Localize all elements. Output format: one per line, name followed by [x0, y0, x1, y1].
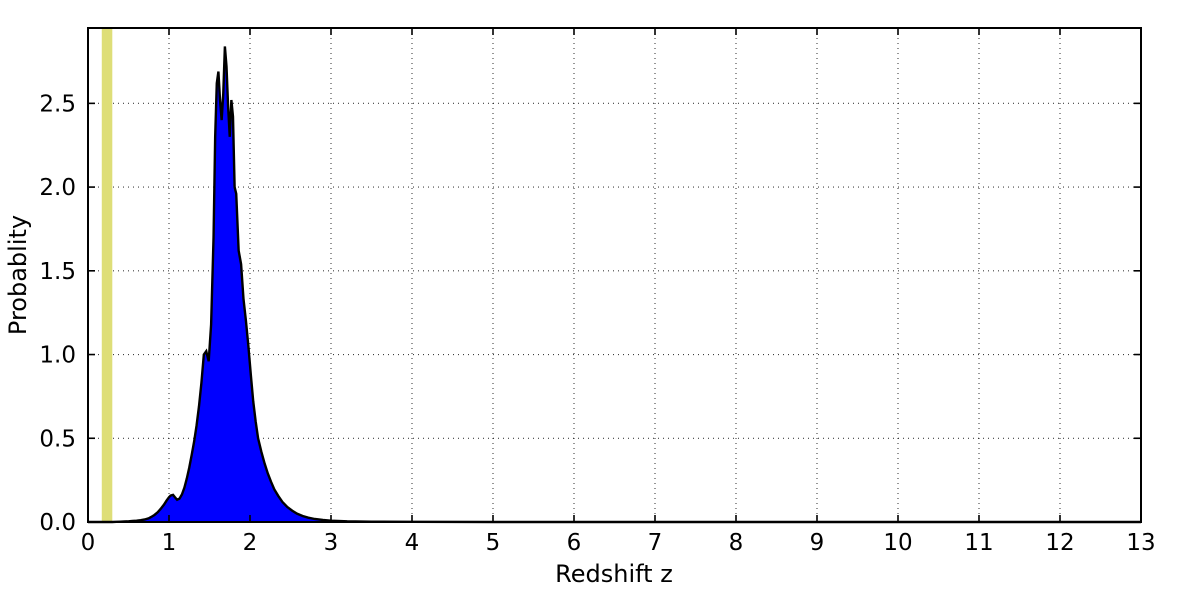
x-tick-labels: 0 1 2 3 4 5 6 7 8 9 10 11 12 13	[81, 530, 1156, 556]
y-tick-label: 0.0	[39, 510, 76, 536]
y-tick-label: 0.5	[39, 426, 76, 452]
x-tick-label: 9	[810, 530, 825, 556]
x-tick-label: 7	[648, 530, 663, 556]
x-tick-label: 1	[162, 530, 177, 556]
x-tick-label: 3	[324, 530, 339, 556]
x-tick-label: 0	[81, 530, 96, 556]
x-axis-title: Redshift z	[555, 560, 673, 588]
y-tick-label: 2.0	[39, 175, 76, 201]
x-tick-label: 10	[883, 530, 912, 556]
x-tick-label: 4	[405, 530, 420, 556]
y-tick-label: 1.5	[39, 259, 76, 285]
y-tick-label: 2.5	[39, 91, 76, 117]
y-axis-title: Probablity	[4, 215, 32, 335]
x-tick-label: 2	[243, 530, 258, 556]
tick-marks	[87, 28, 1142, 523]
x-tick-label: 13	[1126, 530, 1155, 556]
data-series-layer	[88, 46, 1141, 524]
y-tick-labels: 0.0 0.5 1.0 1.5 2.0 2.5	[39, 91, 76, 536]
series-fill-0	[88, 46, 1141, 523]
x-tick-label: 12	[1045, 530, 1074, 556]
x-tick-label: 11	[964, 530, 993, 556]
y-tick-label: 1.0	[39, 343, 76, 369]
axes-frame	[87, 27, 1142, 523]
axes-background	[88, 28, 1141, 522]
series-outline-0	[88, 46, 1141, 524]
x-tick-label: 6	[567, 530, 582, 556]
x-tick-label: 5	[486, 530, 501, 556]
annotation-bands	[101, 28, 113, 522]
gridlines	[88, 28, 1141, 522]
x-tick-label: 8	[729, 530, 744, 556]
spectroscopic-redshift-band	[101, 28, 113, 522]
